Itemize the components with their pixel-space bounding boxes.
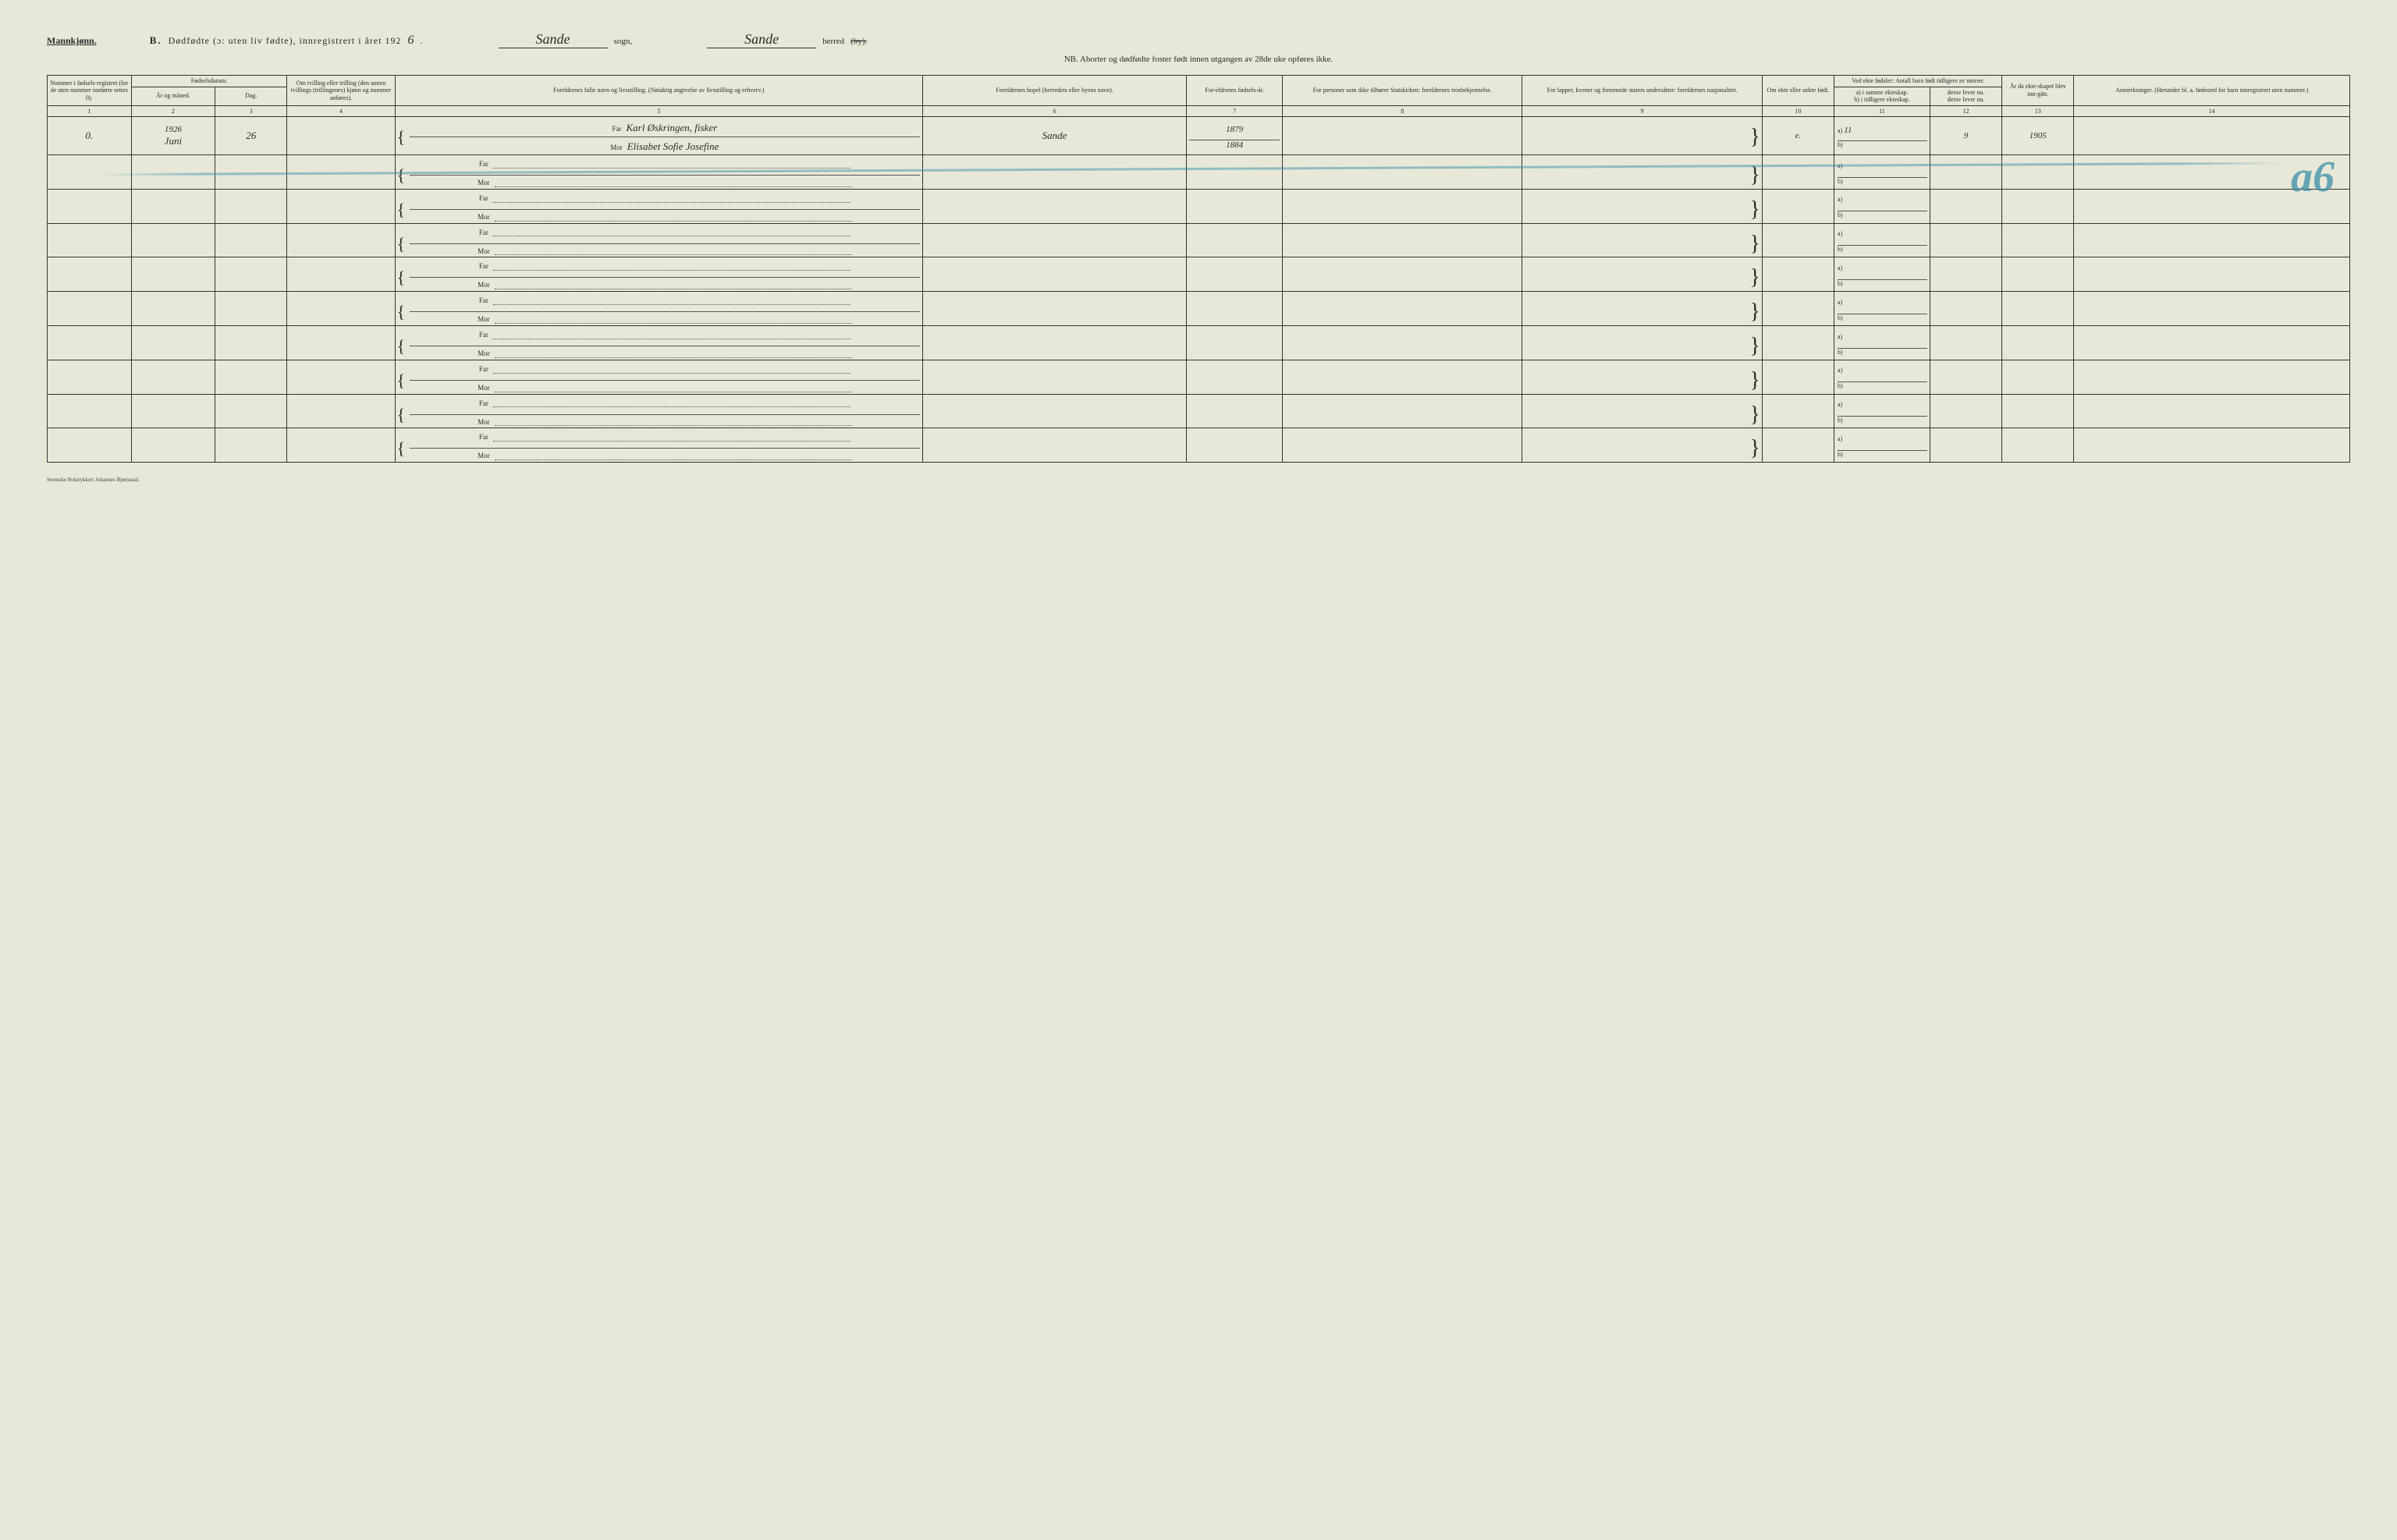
far-label: Far — [479, 399, 488, 407]
parents-cell: {Far Mor — [395, 394, 922, 428]
parents-cell: {Far Mor — [395, 428, 922, 463]
mor-label: Mor — [478, 350, 490, 357]
col-header-2b: Dag. — [215, 87, 287, 105]
col-header-10: Om ekte eller uekte født. — [1762, 76, 1834, 106]
parents-cell: {Far Mor — [395, 189, 922, 223]
far-label: Far — [479, 194, 488, 202]
col-header-1: Nummer i fødsels-registret (for de uten … — [48, 76, 132, 106]
col11-cell: a) 11b) — [1834, 117, 1930, 155]
far-label: Far — [613, 125, 622, 133]
col-header-11a: a) i samme ekteskap. b) i tidligere ekte… — [1834, 87, 1930, 105]
colnum-3: 3 — [215, 105, 287, 117]
entry-11a: 11 — [1844, 126, 1852, 135]
entry-far: Karl Øskringen, fisker — [627, 122, 718, 133]
col-header-11-group: Ved ekte fødsler: Antall barn født tidli… — [1834, 76, 2002, 87]
colnum-9: 9 — [1522, 105, 1762, 117]
parents-cell: {Far Mor — [395, 257, 922, 292]
mor-label: Mor — [610, 144, 623, 151]
mor-label: Mor — [478, 281, 490, 289]
col-header-14: Anmerkninger. (Herunder bl. a. fødested … — [2074, 76, 2350, 106]
title-main: Dødfødte (ɔ: uten liv fødte), innregistr… — [169, 35, 402, 47]
far-label: Far — [479, 365, 488, 373]
col11-cell: a) b) — [1834, 154, 1930, 189]
far-label: Far — [479, 296, 488, 304]
far-label: Far — [479, 160, 488, 168]
parents-cell: {Far Mor — [395, 325, 922, 360]
mor-label: Mor — [478, 247, 490, 255]
sogn-value: Sande — [499, 31, 608, 48]
far-label: Far — [479, 331, 488, 339]
parents-cell: {Far Mor — [395, 154, 922, 189]
colnum-12: 12 — [1930, 105, 2002, 117]
herred-struck: (by). — [850, 37, 867, 46]
entry-day: 26 — [246, 130, 256, 141]
col-header-13: År da ekte-skapet blev inn-gått. — [2002, 76, 2074, 106]
herred-value: Sande — [707, 31, 816, 48]
colnum-4: 4 — [287, 105, 395, 117]
entry-13: 1905 — [2029, 131, 2047, 140]
mor-label: Mor — [478, 315, 490, 323]
col-header-8: For personer som ikke tilhører Statskirk… — [1283, 76, 1522, 106]
sogn-label: sogn, — [614, 37, 633, 46]
register-table: Nummer i fødsels-registret (for de uten … — [47, 75, 2350, 463]
col-header-11b: derav lever nu. derav lever nu. — [1930, 87, 2002, 105]
entry-mor: Elisabet Sofie Josefine — [627, 140, 719, 152]
far-label: Far — [479, 262, 488, 270]
colnum-11: 11 — [1834, 105, 1930, 117]
col11-cell: a) b) — [1834, 428, 1930, 463]
entry-month: Juni — [165, 135, 182, 147]
colnum-5: 5 — [395, 105, 922, 117]
col-header-6: Foreldrenes bopel (herredets eller byens… — [922, 76, 1186, 106]
parents-cell: {Far Karl Øskringen, fiskerMor Elisabet … — [395, 117, 922, 155]
colnum-14: 14 — [2074, 105, 2350, 117]
col-header-2-group: Fødselsdatum. — [131, 76, 287, 87]
parents-cell: {Far Mor — [395, 292, 922, 326]
entry-bopel: Sande — [1042, 130, 1067, 141]
colnum-8: 8 — [1283, 105, 1522, 117]
gender-label: Mannkjønn. — [47, 35, 97, 47]
colnum-1: 1 — [48, 105, 132, 117]
parents-cell: {Far Mor — [395, 360, 922, 394]
col-header-4: Om tvilling eller trilling (den annen tv… — [287, 76, 395, 106]
year-handwritten: 6 — [408, 34, 414, 48]
mor-label: Mor — [478, 384, 490, 392]
col-header-9: For lapper, kvener og fremmede staters u… — [1522, 76, 1762, 106]
entry-regno: 0. — [85, 130, 93, 141]
entry-year: 1926 — [165, 125, 182, 134]
colnum-2: 2 — [131, 105, 215, 117]
printer-footer: Steenske Boktrykkeri Johannes Bjørnstad. — [47, 477, 2350, 483]
col-header-2a: År og måned. — [131, 87, 215, 105]
colnum-13: 13 — [2002, 105, 2074, 117]
col11-cell: a) b) — [1834, 394, 1930, 428]
col11-cell: a) b) — [1834, 325, 1930, 360]
entry-far-year: 1879 — [1226, 125, 1243, 134]
col11-cell: a) b) — [1834, 360, 1930, 394]
col-header-7: For-eldrenes fødsels-år. — [1187, 76, 1283, 106]
col11-cell: a) b) — [1834, 257, 1930, 292]
entry-12: 9 — [1964, 131, 1969, 140]
col11-cell: a) b) — [1834, 292, 1930, 326]
entry-ekte: e. — [1795, 131, 1802, 140]
mor-label: Mor — [478, 418, 490, 426]
section-letter: B. — [150, 34, 162, 47]
col-header-5: Foreldrenes fulle navn og livsstilling. … — [395, 76, 922, 106]
parents-cell: {Far Mor — [395, 223, 922, 257]
colnum-7: 7 — [1187, 105, 1283, 117]
herred-label: herred — [822, 37, 844, 46]
mor-label: Mor — [478, 179, 490, 186]
mor-label: Mor — [478, 452, 490, 460]
entry-mor-year: 1884 — [1226, 140, 1243, 150]
col11-cell: a) b) — [1834, 189, 1930, 223]
colnum-6: 6 — [922, 105, 1186, 117]
far-label: Far — [479, 229, 488, 236]
col11-cell: a) b) — [1834, 223, 1930, 257]
nb-note: NB. Aborter og dødfødte foster født inne… — [47, 55, 2350, 64]
mor-label: Mor — [478, 213, 490, 221]
far-label: Far — [479, 433, 488, 441]
colnum-10: 10 — [1762, 105, 1834, 117]
